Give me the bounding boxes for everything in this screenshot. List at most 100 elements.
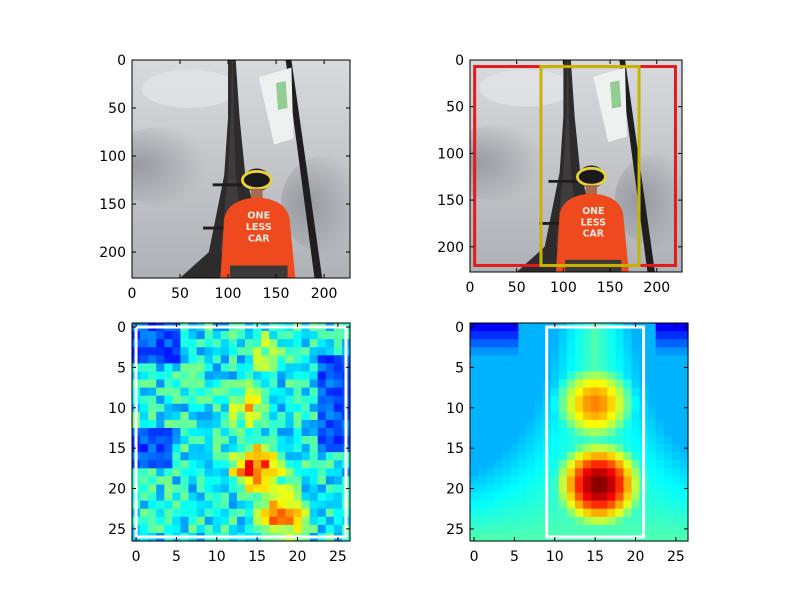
heat-cell: [156, 387, 165, 397]
heat-cell: [204, 339, 214, 348]
heat-cell: [591, 411, 600, 421]
heat-cell: [140, 516, 149, 526]
heat-cell: [277, 363, 287, 373]
heat-cell: [309, 476, 319, 486]
heat-cell: [558, 379, 568, 389]
heat-cell: [478, 500, 487, 510]
heat-cell: [148, 355, 157, 364]
heat-cell: [470, 484, 479, 494]
heat-cell: [333, 468, 343, 478]
heat-cell: [470, 371, 479, 381]
heat-cell: [510, 371, 520, 381]
heat-cell: [228, 452, 238, 461]
heat-cell: [607, 403, 616, 413]
heat-cell: [148, 436, 157, 445]
heat-cell: [261, 411, 270, 421]
heat-cell: [655, 524, 665, 534]
heat-cell: [228, 347, 238, 356]
heat-cell: [607, 427, 616, 437]
heat-cell: [566, 403, 576, 413]
heat-cell: [655, 395, 665, 405]
heat-cell: [510, 403, 520, 413]
heat-cell: [591, 476, 600, 486]
x-tick-label: 0: [128, 286, 137, 302]
heat-cell: [494, 492, 503, 502]
heat-cell: [502, 379, 511, 389]
heat-cell: [269, 347, 278, 356]
heat-cell: [293, 403, 303, 413]
heat-cell: [574, 468, 584, 478]
heat-cell: [494, 468, 503, 478]
heat-cell: [518, 484, 528, 494]
heat-cell: [671, 347, 681, 356]
heat-cell: [156, 500, 165, 510]
heat-cell: [510, 347, 520, 356]
heat-cell: [220, 387, 230, 397]
heat-cell: [655, 532, 665, 542]
heat-cell: [599, 411, 608, 421]
heat-cell: [277, 468, 287, 478]
heat-cell: [486, 427, 495, 437]
heat-cell: [269, 508, 278, 518]
heat-cell: [671, 395, 681, 405]
heat-cell: [301, 419, 311, 429]
heat-cell: [631, 500, 641, 510]
heat-cell: [647, 524, 657, 534]
bounding-box: [545, 325, 646, 539]
y-tick-label: 150: [437, 193, 464, 209]
heat-cell: [550, 411, 560, 421]
heat-cell: [663, 323, 673, 332]
heat-cell: [470, 452, 479, 461]
heat-cell: [526, 524, 536, 534]
heat-cell: [285, 347, 295, 356]
heat-cell: [663, 532, 673, 542]
heat-cell: [164, 379, 173, 389]
heat-cell: [188, 484, 198, 494]
heat-cell: [293, 452, 303, 461]
heat-cell: [220, 363, 230, 373]
heat-cell: [156, 371, 165, 381]
heat-cell: [253, 524, 262, 534]
heat-cell: [148, 516, 157, 526]
heat-cell: [285, 427, 295, 437]
heat-cell: [631, 339, 641, 348]
x-tick-label: 10: [208, 549, 226, 565]
heat-cell: [486, 419, 495, 429]
heat-cell: [269, 444, 278, 453]
heat-cell: [261, 452, 270, 461]
heat-cell: [607, 492, 616, 502]
y-tick-label: 15: [446, 441, 464, 457]
heat-cell: [228, 476, 238, 486]
heat-cell: [140, 339, 149, 348]
heat-cell: [293, 436, 303, 445]
heat-cell: [228, 500, 238, 510]
heat-cell: [277, 436, 287, 445]
heat-cell: [558, 419, 568, 429]
heat-cell: [655, 339, 665, 348]
heat-cell: [212, 371, 222, 381]
heat-cell: [607, 411, 616, 421]
heat-cell: [301, 476, 311, 486]
heat-cell: [325, 452, 335, 461]
heat-cell: [591, 508, 600, 518]
heat-cell: [623, 371, 633, 381]
heat-cell: [647, 532, 657, 542]
heat-cell: [293, 516, 303, 526]
heat-cell: [655, 387, 665, 397]
heat-cell: [148, 339, 157, 348]
heat-cell: [317, 395, 327, 405]
heat-cell: [236, 500, 246, 510]
heat-cell: [615, 347, 625, 356]
heat-cell: [518, 492, 528, 502]
heat-cell: [558, 468, 568, 478]
heat-cell: [486, 395, 495, 405]
heat-cell: [679, 387, 689, 397]
heat-cell: [269, 371, 278, 381]
heat-cell: [470, 387, 479, 397]
heat-cell: [574, 419, 584, 429]
heat-cell: [148, 427, 157, 437]
heat-cell: [228, 339, 238, 348]
heat-cell: [607, 508, 616, 518]
heat-cell: [301, 436, 311, 445]
heat-cell: [228, 436, 238, 445]
